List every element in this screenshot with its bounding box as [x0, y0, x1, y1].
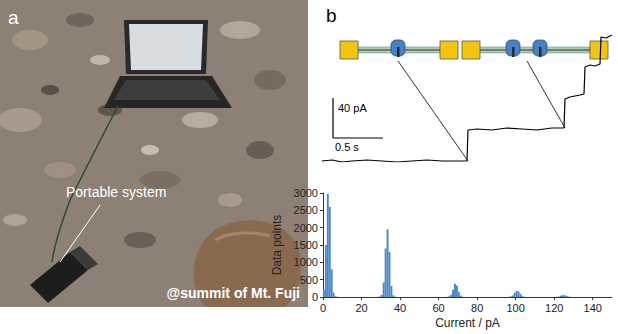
svg-text:a: a: [8, 7, 19, 28]
svg-text:100: 100: [506, 302, 524, 314]
svg-text:120: 120: [545, 302, 563, 314]
svg-text:40 pA: 40 pA: [338, 102, 367, 114]
svg-text:Current / pA: Current / pA: [435, 316, 500, 330]
svg-text:40: 40: [394, 302, 406, 314]
svg-text:80: 80: [471, 302, 483, 314]
svg-text:140: 140: [584, 302, 602, 314]
svg-text:@summit of Mt. Fuji: @summit of Mt. Fuji: [167, 285, 300, 301]
svg-text:1500: 1500: [294, 239, 318, 251]
svg-text:Data points: Data points: [270, 215, 284, 276]
svg-text:2500: 2500: [294, 204, 318, 216]
svg-text:1000: 1000: [294, 256, 318, 268]
svg-text:500: 500: [300, 274, 318, 286]
svg-text:0: 0: [312, 291, 318, 303]
svg-text:b: b: [326, 5, 337, 26]
svg-text:0.5 s: 0.5 s: [335, 141, 359, 153]
svg-text:3000: 3000: [294, 187, 318, 199]
svg-text:Portable system: Portable system: [66, 184, 166, 200]
svg-text:2000: 2000: [294, 222, 318, 234]
svg-text:20: 20: [355, 302, 367, 314]
svg-text:60: 60: [432, 302, 444, 314]
svg-text:0: 0: [320, 302, 326, 314]
